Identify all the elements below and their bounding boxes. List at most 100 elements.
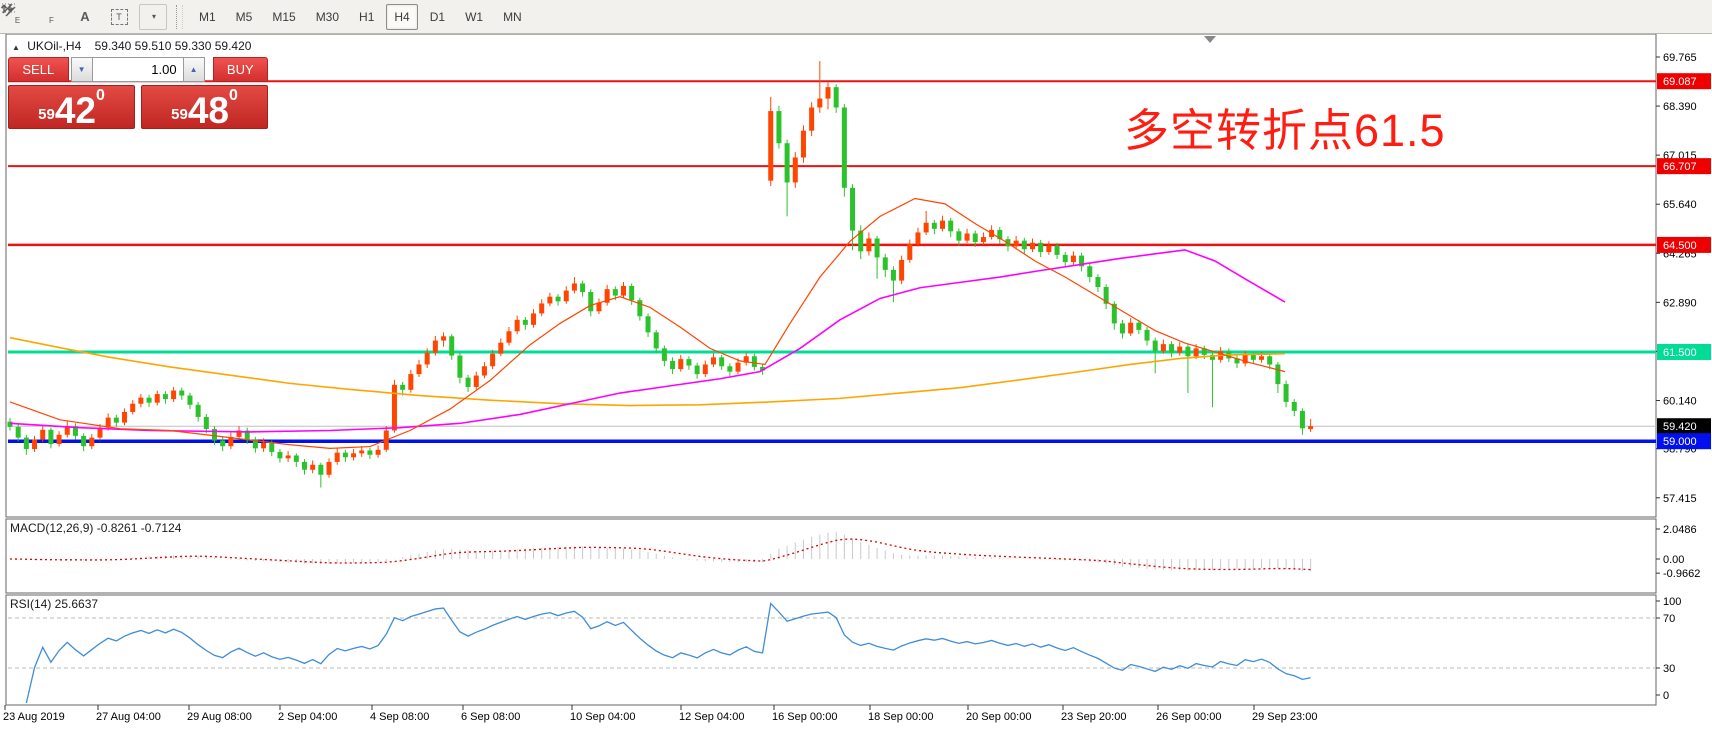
candle (40, 429, 46, 440)
volume-increase-button[interactable]: ▲ (182, 57, 205, 82)
candle (138, 397, 144, 404)
candle (1209, 354, 1215, 360)
date-tick-label: 20 Sep 00:00 (966, 711, 1031, 723)
candle (1128, 322, 1134, 334)
candle (416, 364, 422, 375)
candle (948, 220, 954, 232)
date-tick-label: 18 Sep 00:00 (868, 711, 933, 723)
candle (1234, 358, 1240, 364)
rsi-tick-label: 0 (1663, 690, 1669, 702)
candle (285, 455, 291, 459)
candle (64, 426, 70, 435)
candle (923, 222, 929, 233)
candle (195, 404, 201, 417)
candle (236, 430, 242, 437)
candle (1103, 287, 1109, 304)
candle (1095, 277, 1101, 288)
timeframe-button-m15[interactable]: M15 (272, 9, 296, 24)
candle (1250, 354, 1256, 360)
sell-price-sup: 0 (95, 87, 105, 104)
price-badge (1657, 433, 1711, 450)
candle (670, 360, 676, 370)
candle (1062, 254, 1068, 263)
candle (702, 364, 708, 375)
main-chart-panel (5, 33, 1657, 518)
candle (964, 233, 970, 241)
timeframe-button-m1[interactable]: M1 (199, 9, 216, 24)
buy-price-panel[interactable]: 59 48 0 (141, 85, 268, 129)
sell-price-big: 42 (54, 89, 96, 131)
timeframe-button-h1[interactable]: H1 (359, 9, 375, 24)
candle (1054, 245, 1060, 255)
date-tick-label: 27 Aug 04:00 (96, 711, 161, 723)
collapse-icon[interactable]: ▲ (12, 43, 20, 52)
timeframe-button-h4[interactable]: H4 (386, 3, 418, 30)
candle (212, 429, 217, 441)
sell-button[interactable]: SELL (8, 57, 69, 82)
price-badge-label: 69.087 (1663, 76, 1697, 88)
candle (940, 220, 946, 229)
symbol-period-label: UKOil-,H4 (27, 39, 82, 53)
candle (473, 375, 479, 387)
timeframe-button-m30[interactable]: M30 (315, 9, 340, 24)
candle (228, 436, 234, 447)
arrows-icon[interactable]: ▾ (0, 3, 167, 30)
candle (498, 342, 504, 354)
ma-fast-line (9, 197, 1286, 449)
timeframe-button-d1[interactable]: D1 (429, 9, 446, 24)
candle (244, 430, 250, 440)
macd-tick-label: 2.0486 (1663, 524, 1697, 536)
volume-decrease-button[interactable]: ▼ (70, 57, 93, 82)
candle (400, 384, 406, 390)
candle (1046, 245, 1052, 253)
candle (850, 187, 856, 231)
candle (1169, 344, 1175, 353)
timeframe-button-mn[interactable]: MN (503, 9, 522, 24)
date-tick-label: 26 Sep 00:00 (1156, 711, 1221, 723)
candle (1136, 322, 1142, 330)
price-badge (1657, 236, 1711, 253)
candle (686, 359, 692, 366)
candle (555, 296, 561, 302)
candle (1201, 348, 1207, 355)
candle (1308, 426, 1314, 430)
buy-price-small: 59 (171, 106, 188, 123)
candle (547, 296, 553, 304)
buy-price-sup: 0 (228, 87, 238, 104)
candle (23, 437, 29, 450)
candle (1242, 354, 1248, 364)
candle (359, 450, 365, 454)
candle (122, 411, 128, 423)
date-tick-label: 23 Aug 2019 (3, 711, 65, 723)
ma-slow-line (9, 336, 1286, 407)
candle (866, 238, 872, 252)
sell-price-panel[interactable]: 59 42 0 (8, 85, 135, 129)
date-tick-label: 4 Sep 08:00 (370, 711, 429, 723)
candle (858, 230, 864, 252)
price-badge (1657, 158, 1711, 175)
candle (629, 285, 635, 301)
volume-input[interactable] (92, 57, 183, 82)
candle (301, 461, 307, 470)
timeframe-button-w1[interactable]: W1 (465, 9, 484, 24)
text-box-icon[interactable]: T (105, 4, 133, 30)
candle (1111, 303, 1117, 324)
candle (179, 390, 185, 396)
candle (915, 232, 921, 245)
fibo-grid-icon[interactable]: F (2, 3, 65, 30)
timeframe-button-m5[interactable]: M5 (235, 9, 253, 24)
text-label-icon[interactable]: A (71, 4, 99, 30)
macd-tick-label: -0.9662 (1663, 568, 1700, 580)
price-tick-label: 60.140 (1663, 396, 1697, 408)
buy-button[interactable]: BUY (212, 57, 268, 82)
candle (7, 421, 13, 427)
buy-price-big: 48 (187, 89, 229, 131)
candle (661, 348, 667, 361)
candle (481, 366, 487, 376)
candle (825, 87, 831, 99)
date-tick-label: 29 Aug 08:00 (187, 711, 252, 723)
candle (621, 285, 626, 296)
candle (522, 319, 528, 325)
candle (32, 439, 38, 450)
